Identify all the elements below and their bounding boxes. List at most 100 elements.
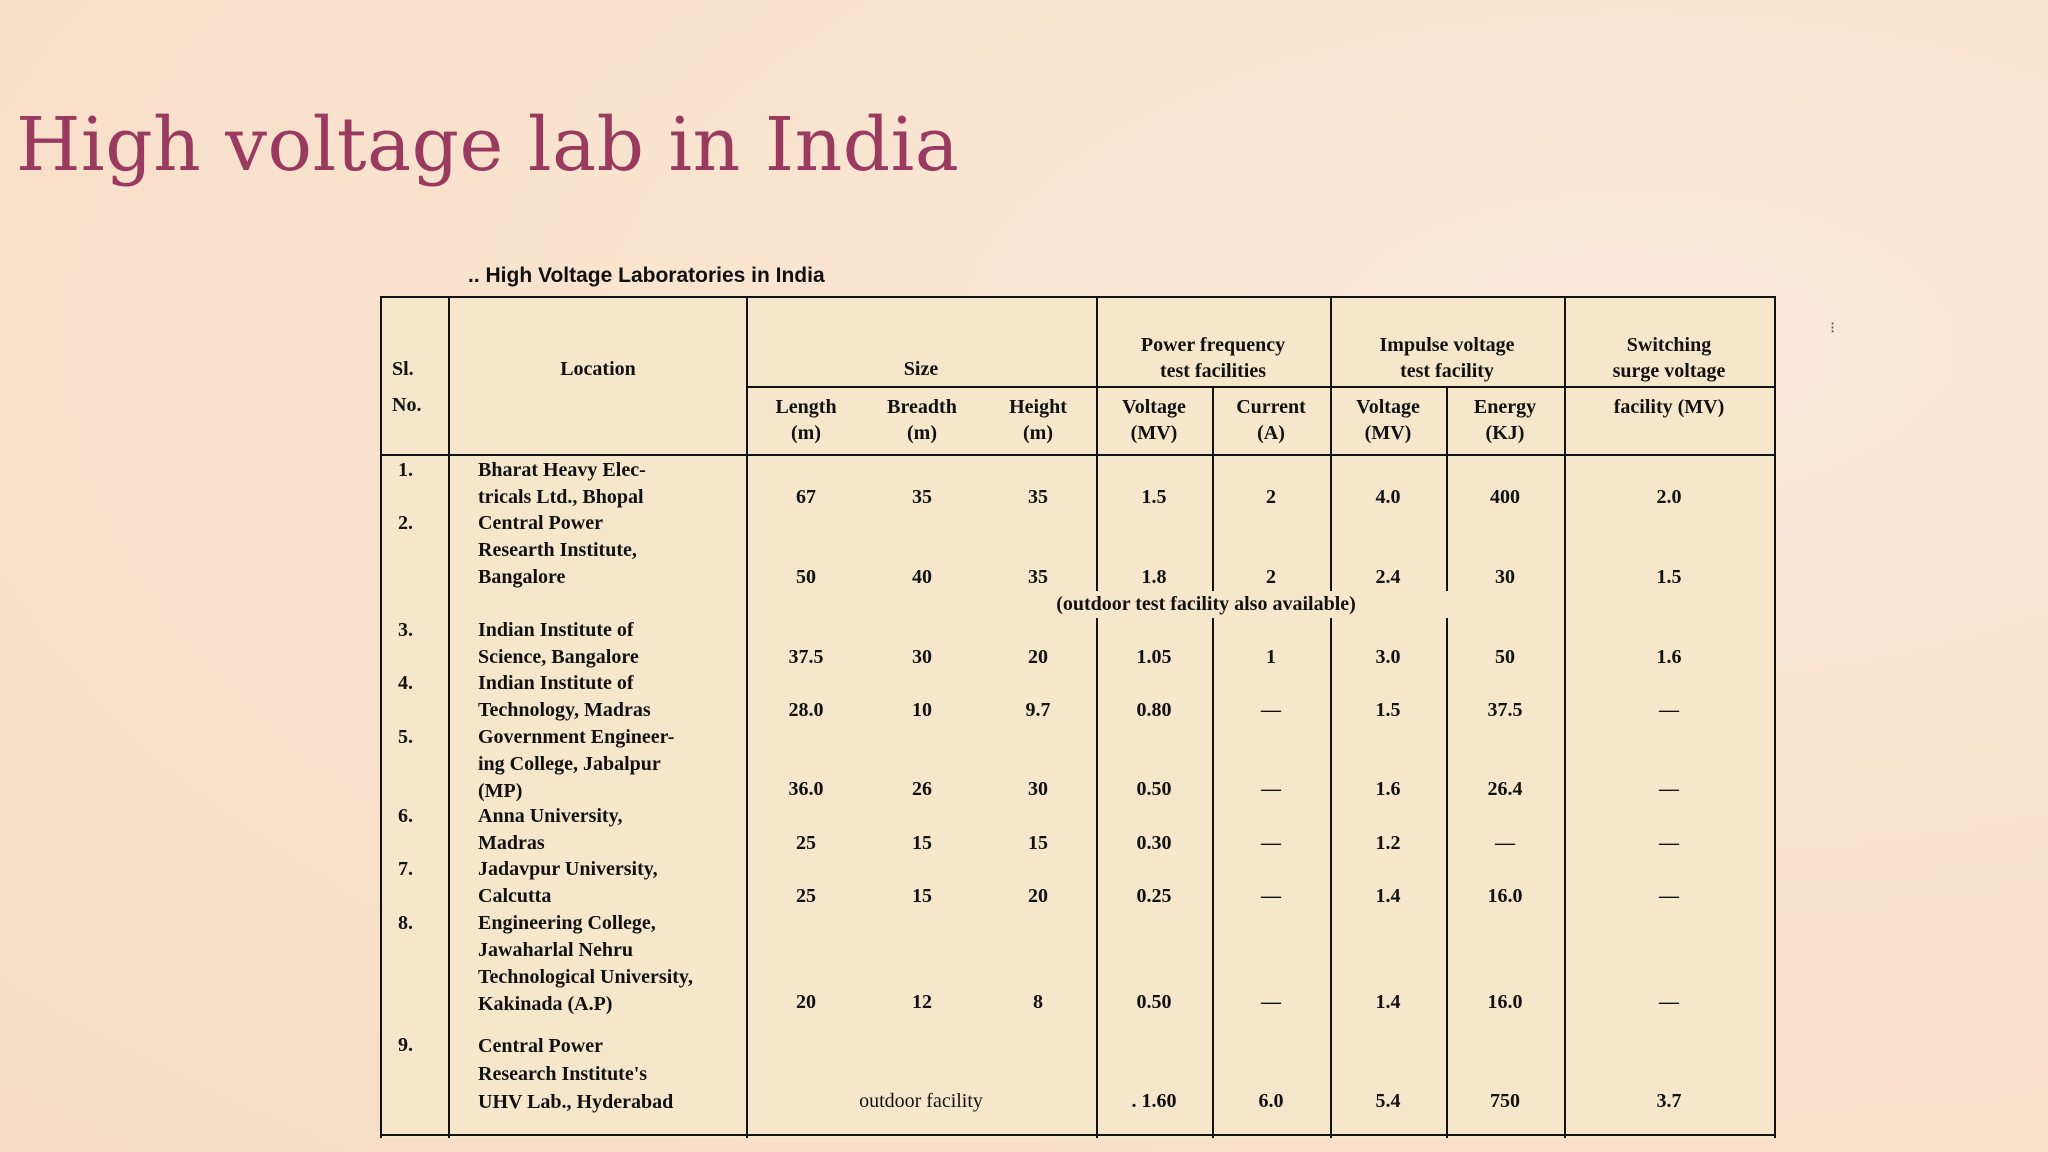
row-sl: 4. [398, 672, 413, 694]
row-imp-voltage: 1.4 [1375, 885, 1401, 907]
header-imp-voltage: Voltage (MV) [1356, 396, 1420, 444]
col-line [1096, 296, 1098, 1138]
row-sl: 6. [398, 805, 413, 827]
header-impulse: Impulse voltage test facility [1379, 334, 1515, 382]
row-imp-voltage: 1.6 [1375, 778, 1401, 800]
col-line [1446, 386, 1448, 1138]
row-size-note: outdoor facility [859, 1090, 983, 1112]
row-imp-voltage: 1.2 [1375, 832, 1401, 854]
row-location: Jadavpur University, Calcutta [478, 858, 658, 907]
col-line [1564, 296, 1566, 1138]
row-height: 35 [1028, 486, 1048, 508]
table-border-bottom [380, 1134, 1776, 1136]
row-imp-energy: 400 [1490, 486, 1520, 508]
row-imp-voltage: 1.5 [1375, 699, 1401, 721]
row-height: 15 [1028, 832, 1048, 854]
row-pf-current: — [1261, 699, 1281, 721]
row-pf-current: — [1261, 778, 1281, 800]
row-imp-voltage: 4.0 [1375, 486, 1401, 508]
row-height: 20 [1028, 646, 1048, 668]
row-location: Central Power Researth Institute, Bangalor… [478, 512, 637, 588]
col-line [746, 296, 748, 1138]
row-pf-voltage: 0.50 [1136, 778, 1172, 800]
row-pf-voltage: 0.50 [1136, 991, 1172, 1013]
table-border-top [380, 296, 1776, 298]
row-pf-current: 1 [1266, 646, 1276, 668]
row-note: (outdoor test facility also available) [936, 591, 1476, 618]
row-switching: — [1659, 991, 1679, 1013]
row-imp-energy: 16.0 [1487, 991, 1523, 1013]
header-breadth: Breadth (m) [887, 396, 957, 444]
row-pf-voltage: 0.80 [1136, 699, 1172, 721]
row-breadth: 15 [912, 885, 932, 907]
row-pf-current: — [1261, 832, 1281, 854]
labs-table: Sl. No. Location Size Length (m) Breadth (m… [380, 296, 1776, 1138]
row-pf-voltage: 0.30 [1136, 832, 1172, 854]
col-line [448, 296, 450, 1138]
row-imp-energy: 30 [1495, 566, 1515, 588]
row-height: 35 [1028, 566, 1048, 588]
row-height: 30 [1028, 778, 1048, 800]
row-location: Indian Institute of Science, Bangalore [478, 619, 639, 668]
row-location: Central Power Research Institute's UHV Lab… [478, 1035, 674, 1113]
row-imp-voltage: 5.4 [1375, 1090, 1401, 1112]
row-length: 37.5 [788, 646, 824, 668]
row-imp-energy: 26.4 [1487, 778, 1523, 800]
row-breadth: 10 [912, 699, 932, 721]
col-line [380, 296, 382, 1138]
row-pf-current: 2 [1266, 486, 1276, 508]
col-line [1330, 296, 1332, 1138]
row-pf-current: — [1261, 991, 1281, 1013]
row-height: 9.7 [1025, 699, 1051, 721]
row-imp-energy: 16.0 [1487, 885, 1523, 907]
row-imp-voltage: 2.4 [1375, 566, 1401, 588]
row-switching: 2.0 [1656, 486, 1682, 508]
row-pf-voltage: 1.05 [1136, 646, 1172, 668]
row-imp-energy: 50 [1495, 646, 1515, 668]
row-sl: 3. [398, 619, 413, 641]
row-switching: 1.6 [1656, 646, 1682, 668]
row-location: Indian Institute of Technology, Madras [478, 672, 651, 721]
row-pf-voltage: . 1.60 [1131, 1090, 1177, 1112]
row-imp-energy: 750 [1490, 1090, 1520, 1112]
row-breadth: 26 [912, 778, 932, 800]
header-sl-no: Sl. No. [392, 358, 422, 416]
row-imp-energy: 37.5 [1487, 699, 1523, 721]
header-location: Location [560, 358, 636, 380]
row-imp-voltage: 1.4 [1375, 991, 1401, 1013]
row-height: 20 [1028, 885, 1048, 907]
row-imp-voltage: 3.0 [1375, 646, 1401, 668]
row-breadth: 40 [912, 566, 932, 588]
row-location: Bharat Heavy Elec-tricals Ltd., Bhopal [478, 459, 646, 508]
row-pf-voltage: 0.25 [1136, 885, 1172, 907]
slide-title: High voltage lab in India [16, 102, 960, 188]
header-power-frequency: Power frequency test facilities [1140, 334, 1286, 382]
header-switching: Switching surge voltage facility (MV) [1612, 334, 1726, 418]
row-switching: — [1659, 885, 1679, 907]
row-sl: 2. [398, 512, 413, 534]
row-sl: 7. [398, 858, 413, 880]
row-switching: — [1659, 832, 1679, 854]
row-sl: 8. [398, 912, 413, 934]
row-location: Engineering College, Jawaharlal Nehru Tech… [478, 912, 693, 1015]
row-length: 67 [796, 486, 816, 508]
col-line [1212, 386, 1214, 1138]
row-length: 28.0 [788, 699, 824, 721]
row-pf-current: 6.0 [1258, 1090, 1284, 1112]
row-switching: 1.5 [1656, 566, 1682, 588]
header-length: Length (m) [775, 396, 837, 444]
row-sl: 5. [398, 726, 413, 748]
row-breadth: 12 [912, 991, 932, 1013]
row-location: Government Engineer-ing College, Jabalpu… [478, 726, 675, 802]
row-pf-voltage: 1.5 [1141, 486, 1167, 508]
header-pf-current: Current (A) [1236, 396, 1306, 444]
header-height: Height (m) [1009, 396, 1067, 444]
row-pf-current: — [1261, 885, 1281, 907]
row-switching: — [1659, 778, 1679, 800]
row-breadth: 35 [912, 486, 932, 508]
header-pf-voltage: Voltage (MV) [1122, 396, 1186, 444]
table-caption: .. High Voltage Laboratories in India [468, 264, 825, 287]
row-length: 25 [796, 885, 816, 907]
col-line [1774, 296, 1776, 1138]
scan-speck: ⁝ [1830, 320, 1836, 337]
